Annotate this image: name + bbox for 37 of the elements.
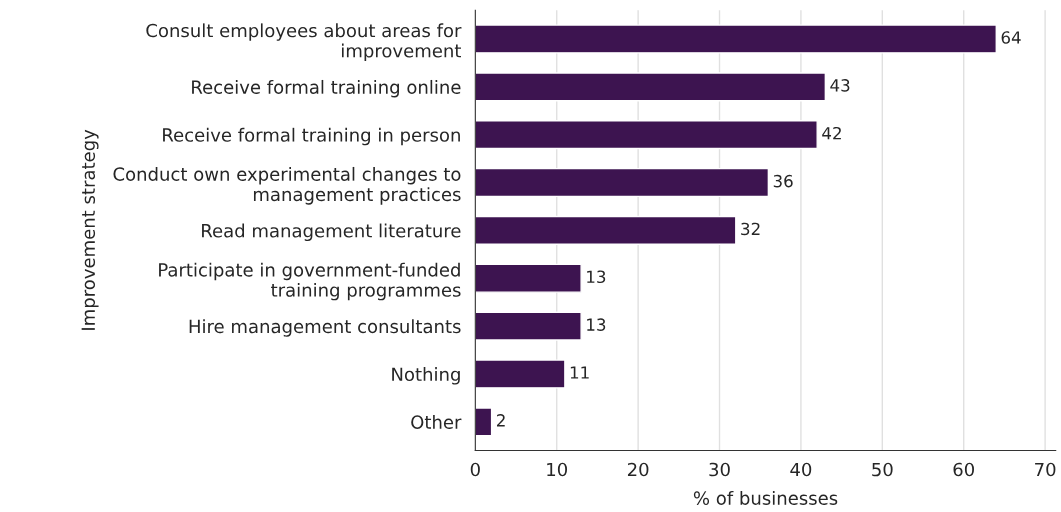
x-tick-label: 60 [953,462,974,477]
y-axis-title: Improvement strategy [81,129,99,330]
data-label: 13 [587,318,606,331]
x-tick-label: 50 [872,462,893,477]
y-tick-label: Participate in government-funded training programmes [159,262,461,301]
y-tick-label: Other [411,414,462,429]
bar [475,24,997,54]
y-tick-label: Nothing [392,367,460,385]
data-label: 36 [773,174,793,188]
bar [475,72,827,102]
x-tick-label: 0 [470,462,480,477]
y-tick-label: Conduct own experimental changes to management practices [113,166,461,205]
bar [475,120,818,150]
data-label: 42 [822,126,841,140]
x-tick-label: 20 [627,462,649,477]
y-tick-label: Receive formal training in person [163,127,460,146]
x-axis-title: % of businesses [693,490,838,505]
bar [475,311,582,341]
bar [475,359,566,389]
bar [475,263,582,293]
y-tick-label: Receive formal training online [192,79,461,98]
data-label: 13 [587,270,606,284]
x-tick-label: 70 [1035,462,1056,477]
data-label: 64 [1001,31,1021,44]
bar [475,407,493,437]
data-label: 32 [741,222,760,236]
bar [475,167,770,198]
y-tick-label: Hire management consultants [189,319,461,337]
data-label: 11 [570,366,589,379]
x-tick-label: 30 [709,462,730,477]
x-tick-label: 40 [790,462,812,477]
y-tick-label: Consult employees about areas for improvement [146,23,462,62]
x-tick-label: 10 [547,462,568,477]
bar [475,215,737,245]
data-label: 43 [830,79,850,92]
data-label: 2 [497,414,505,427]
y-tick-label: Read management literature [202,223,461,242]
